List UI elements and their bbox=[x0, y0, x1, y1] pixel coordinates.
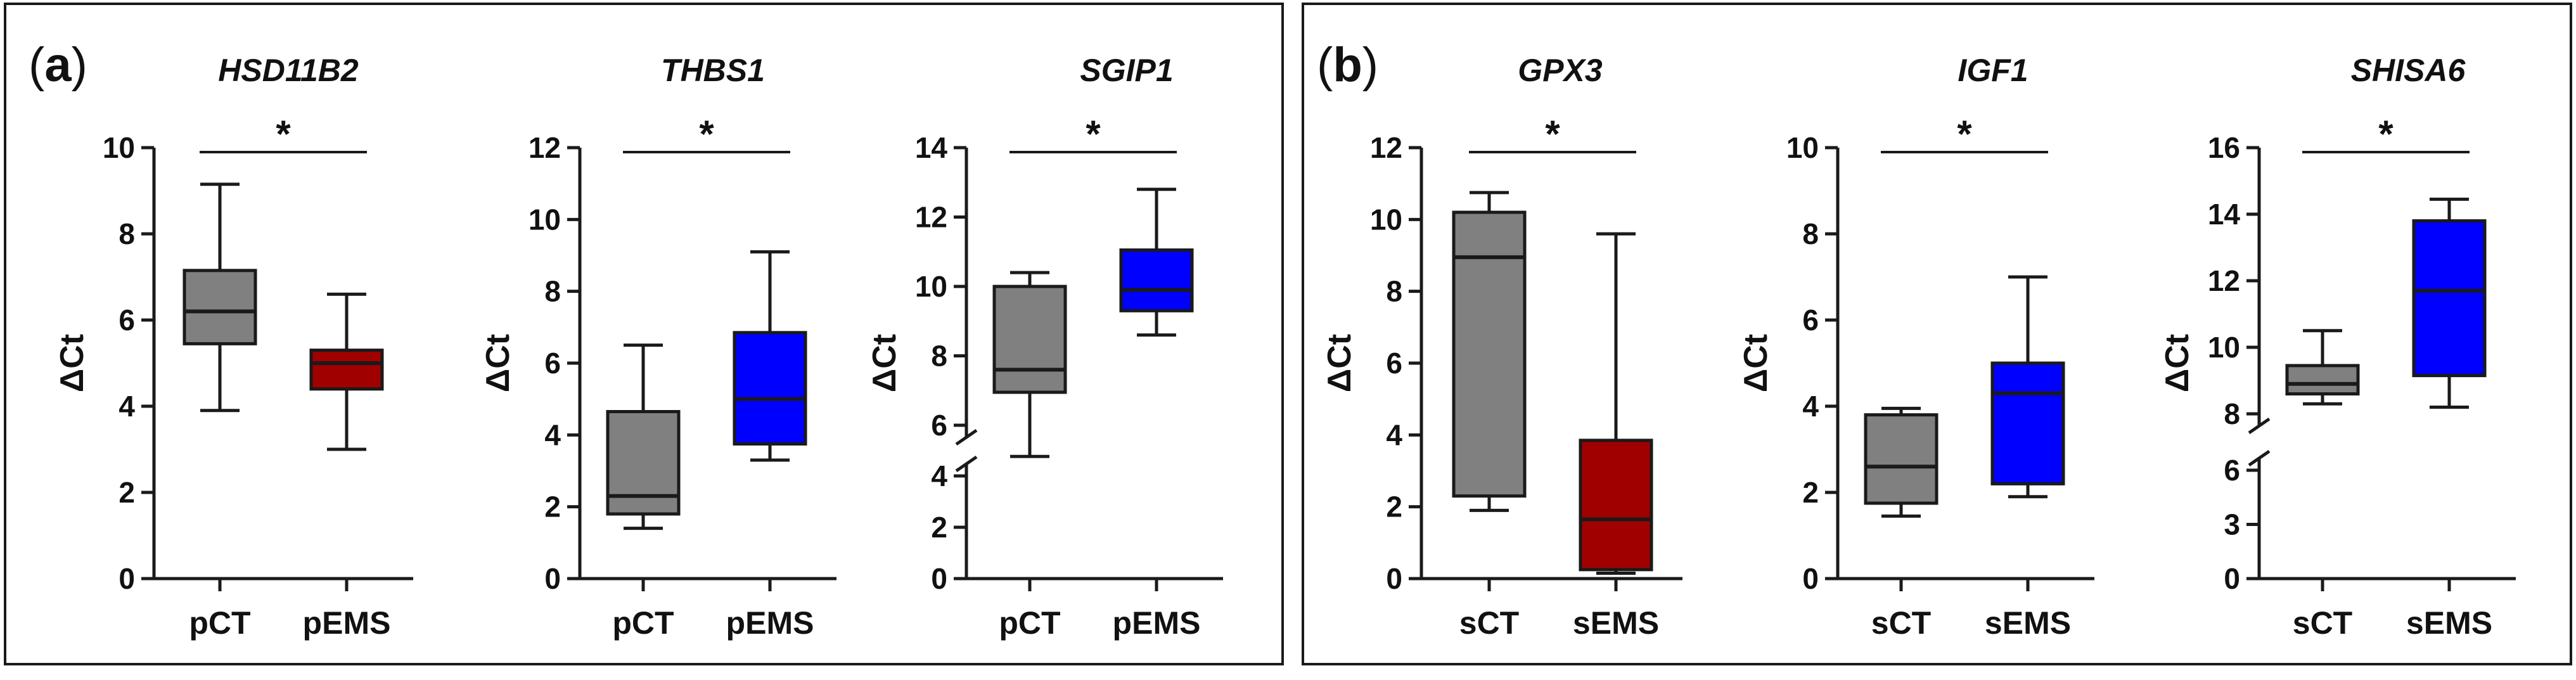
thbs1-y-axis-label: ΔCt bbox=[480, 334, 516, 392]
gpx3-y-axis-label: ΔCt bbox=[1321, 334, 1358, 392]
igf1-y-axis-label: ΔCt bbox=[1738, 334, 1774, 392]
thbs1-title: THBS1 bbox=[661, 53, 765, 88]
igf1-sems-box bbox=[1990, 361, 2065, 485]
thbs1-x-tick-label-pct: pCT bbox=[612, 605, 674, 641]
igf1-y-tick-label: 0 bbox=[1802, 562, 1819, 595]
shisa6-axis-break-mark bbox=[2248, 417, 2271, 435]
igf1-y-tick-label: 4 bbox=[1802, 390, 1819, 423]
sgip1-y-tick-label: 10 bbox=[915, 270, 947, 303]
gpx3-y-tick-label: 6 bbox=[1386, 347, 1402, 380]
shisa6-axis-break-mark bbox=[2248, 449, 2271, 467]
shisa6-sct-box bbox=[2285, 364, 2360, 395]
shisa6-title: SHISA6 bbox=[2351, 53, 2466, 88]
thbs1-pct-box bbox=[606, 410, 681, 516]
sgip1-y-tick-label: 2 bbox=[931, 511, 947, 544]
igf1-y-tick-label: 6 bbox=[1802, 304, 1819, 337]
gpx3-significance-star: * bbox=[1545, 113, 1560, 155]
shisa6-sems-box bbox=[2412, 219, 2487, 378]
thbs1-y-tick-label: 6 bbox=[544, 347, 561, 380]
igf1-y-tick-label: 8 bbox=[1802, 217, 1819, 250]
hsd11b2-x-tick-label-pct: pCT bbox=[189, 605, 250, 641]
gpx3-y-tick-label: 8 bbox=[1386, 275, 1402, 308]
shisa6-y-tick-label: 16 bbox=[2208, 131, 2240, 164]
thbs1-y-tick-label: 0 bbox=[544, 562, 561, 595]
shisa6-y-tick-label: 10 bbox=[2208, 331, 2240, 364]
hsd11b2-title: HSD11B2 bbox=[218, 53, 359, 88]
sgip1-axis-break-mark bbox=[955, 428, 978, 446]
sgip1-y-tick-label: 12 bbox=[915, 201, 947, 234]
igf1-y-tick-label: 2 bbox=[1802, 476, 1819, 509]
shisa6-y-tick-label: 3 bbox=[2224, 508, 2240, 541]
sgip1-pct-box bbox=[992, 285, 1067, 394]
sgip1-y-tick-label: 8 bbox=[931, 340, 947, 373]
gpx3-x-tick-label-sct: sCT bbox=[1459, 605, 1519, 641]
thbs1-y-tick-label: 12 bbox=[529, 131, 561, 164]
sgip1-title: SGIP1 bbox=[1080, 53, 1173, 88]
gpx3-y-tick-label: 4 bbox=[1386, 418, 1402, 451]
hsd11b2-x-tick-label-pems: pEMS bbox=[303, 605, 391, 641]
thbs1-x-tick-label-pems: pEMS bbox=[726, 605, 814, 641]
shisa6-y-axis-label: ΔCt bbox=[2159, 334, 2196, 392]
hsd11b2-pems-box bbox=[309, 349, 384, 391]
sgip1-y-tick-label: 4 bbox=[931, 459, 947, 492]
shisa6-y-tick-label: 0 bbox=[2224, 562, 2240, 595]
shisa6-x-tick-label-sct: sCT bbox=[2293, 605, 2352, 641]
hsd11b2-y-axis-label: ΔCt bbox=[54, 334, 91, 392]
gpx3-title: GPX3 bbox=[1518, 53, 1603, 88]
hsd11b2-pct-box bbox=[183, 269, 257, 345]
sgip1-y-tick-label: 0 bbox=[931, 562, 947, 595]
gpx3-x-tick-label-sems: sEMS bbox=[1573, 605, 1659, 641]
hsd11b2-y-tick-label: 6 bbox=[119, 304, 135, 337]
gpx3-y-tick-label: 12 bbox=[1370, 131, 1402, 164]
panel-a-frame bbox=[4, 3, 1284, 665]
sgip1-x-tick-label-pems: pEMS bbox=[1113, 605, 1201, 641]
hsd11b2-significance-star: * bbox=[276, 113, 291, 155]
sgip1-y-tick-label: 14 bbox=[915, 131, 948, 164]
igf1-title: IGF1 bbox=[1958, 53, 2028, 88]
panel-a-label: (a) bbox=[29, 38, 87, 92]
panel-b-label: (b) bbox=[1317, 38, 1378, 92]
sgip1-significance-star: * bbox=[1086, 113, 1101, 155]
sgip1-pems-box bbox=[1119, 248, 1194, 312]
shisa6-y-tick-label: 6 bbox=[2224, 454, 2240, 487]
charts-layer: 0 2 4 6 8 10 ΔCt HSD11B2 * pCT pEMS 0 2 4 6 8 10 12 ΔCt THB… bbox=[54, 53, 2516, 641]
shisa6-y-tick-label: 14 bbox=[2208, 198, 2241, 231]
sgip1-y-axis-label: ΔCt bbox=[866, 334, 903, 392]
thbs1-pems-box bbox=[733, 331, 807, 446]
hsd11b2-y-tick-label: 0 bbox=[119, 562, 135, 595]
hsd11b2-y-tick-label: 2 bbox=[119, 476, 135, 509]
thbs1-significance-star: * bbox=[699, 113, 714, 155]
igf1-sct-box bbox=[1864, 413, 1938, 505]
igf1-y-tick-label: 10 bbox=[1786, 131, 1819, 164]
shisa6-significance-star: * bbox=[2378, 113, 2393, 155]
igf1-x-tick-label-sems: sEMS bbox=[1985, 605, 2071, 641]
thbs1-y-tick-label: 8 bbox=[544, 275, 561, 308]
igf1-x-tick-label-sct: sCT bbox=[1871, 605, 1931, 641]
sgip1-axis-break-mark bbox=[955, 455, 978, 473]
thbs1-y-tick-label: 2 bbox=[544, 491, 561, 523]
sgip1-x-tick-label-pct: pCT bbox=[999, 605, 1060, 641]
hsd11b2-y-tick-label: 10 bbox=[103, 131, 135, 164]
thbs1-y-tick-label: 10 bbox=[529, 203, 561, 236]
gpx3-sct-box bbox=[1452, 210, 1527, 498]
thbs1-y-tick-label: 4 bbox=[544, 418, 561, 451]
gpx3-sems-box bbox=[1579, 439, 1653, 572]
gpx3-y-tick-label: 0 bbox=[1386, 562, 1402, 595]
panel-b-frame bbox=[1302, 3, 2572, 665]
shisa6-y-tick-label: 12 bbox=[2208, 264, 2240, 297]
shisa6-x-tick-label-sems: sEMS bbox=[2406, 605, 2492, 641]
gpx3-y-tick-label: 2 bbox=[1386, 491, 1402, 523]
igf1-significance-star: * bbox=[1957, 113, 1972, 155]
hsd11b2-y-tick-label: 4 bbox=[119, 390, 135, 423]
sgip1-y-tick-label: 6 bbox=[931, 409, 947, 442]
hsd11b2-y-tick-label: 8 bbox=[119, 217, 135, 250]
shisa6-y-tick-label: 8 bbox=[2224, 397, 2240, 430]
gpx3-y-tick-label: 10 bbox=[1370, 203, 1402, 236]
